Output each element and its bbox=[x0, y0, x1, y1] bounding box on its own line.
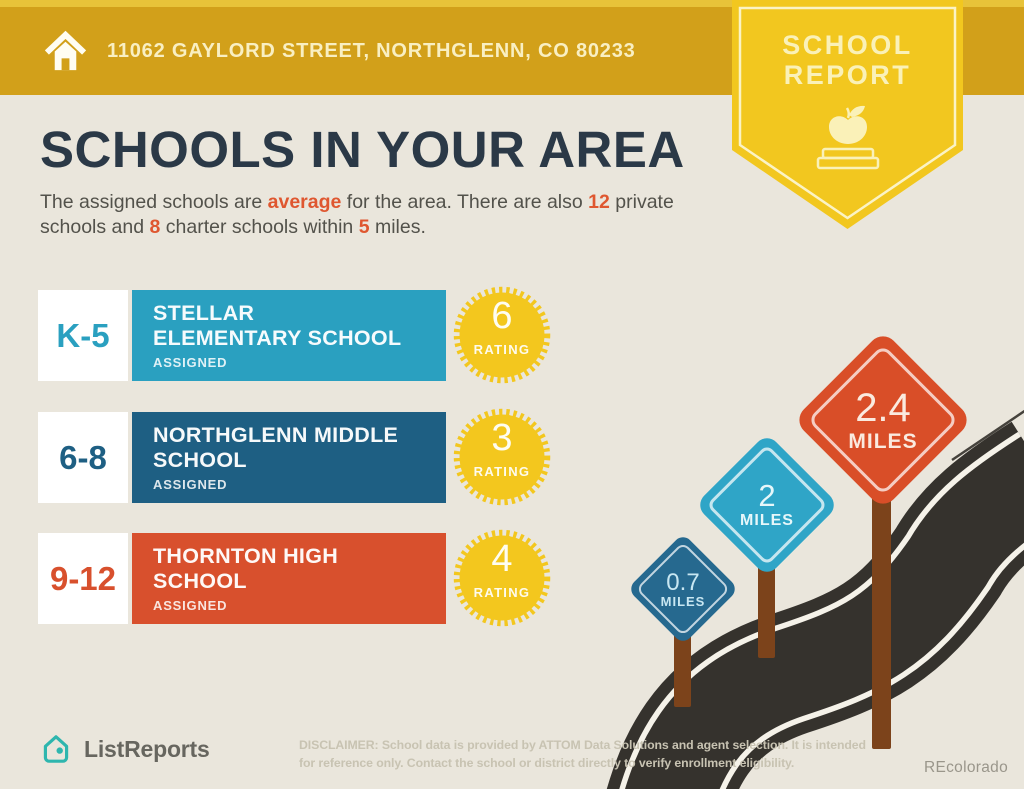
school-bar: STELLAR ELEMENTARY SCHOOL ASSIGNED bbox=[132, 290, 446, 381]
grade-range: K-5 bbox=[38, 290, 128, 381]
distance-unit: MILES bbox=[660, 593, 706, 609]
rating-badge: 4 RATING bbox=[452, 528, 552, 628]
distance-value: 2.4 bbox=[855, 385, 911, 430]
rating-label: RATING bbox=[473, 464, 531, 479]
starburst-icon bbox=[453, 408, 551, 506]
school-name: STELLAR ELEMENTARY SCHOOL bbox=[153, 301, 402, 350]
listreports-house-icon bbox=[43, 735, 69, 763]
recolorado-watermark: REcolorado bbox=[924, 759, 1008, 776]
subtitle-highlight: 5 bbox=[358, 215, 370, 238]
subtitle-text: charter schools within bbox=[160, 215, 359, 238]
sign-post bbox=[872, 452, 891, 749]
sign-label: 0.7 MILES bbox=[660, 568, 706, 609]
school-name: NORTHGLENN MIDDLE SCHOOL bbox=[153, 423, 399, 472]
rating-value: 6 bbox=[491, 295, 513, 337]
assigned-label: ASSIGNED bbox=[153, 354, 228, 370]
distance-value: 0.7 bbox=[666, 568, 700, 596]
ribbon-title-line1: SCHOOL bbox=[782, 30, 913, 60]
distance-sign-middle: 2 MILES bbox=[694, 432, 840, 578]
distance-unit: MILES bbox=[740, 511, 794, 529]
subtitle: The assigned schools are average for the… bbox=[40, 190, 680, 240]
school-row-middle: 6-8 NORTHGLENN MIDDLE SCHOOL ASSIGNED 3 … bbox=[38, 408, 551, 506]
page-title: SCHOOLS IN YOUR AREA bbox=[40, 121, 685, 178]
listreports-logo-text: ListReports bbox=[84, 735, 210, 762]
school-report-ribbon: SCHOOL REPORT bbox=[732, 0, 963, 232]
home-icon bbox=[44, 30, 87, 70]
school-row-elementary: K-5 STELLAR ELEMENTARY SCHOOL ASSIGNED 6… bbox=[38, 286, 551, 384]
disclaimer: DISCLAIMER: School data is provided by A… bbox=[299, 737, 866, 773]
subtitle-text: miles. bbox=[369, 215, 426, 238]
distance-sign-elementary: 0.7 MILES bbox=[627, 533, 739, 645]
sign-label: 2.4 MILES bbox=[848, 387, 917, 453]
ribbon-title-line2: REPORT bbox=[783, 59, 912, 90]
school-name: THORNTON HIGH SCHOOL bbox=[153, 544, 339, 593]
starburst-icon bbox=[453, 529, 551, 627]
rating-badge: 3 RATING bbox=[452, 407, 552, 507]
apple-on-book-icon bbox=[816, 105, 879, 170]
property-address: 11062 GAYLORD STREET, NORTHGLENN, CO 802… bbox=[107, 39, 636, 62]
distance-sign-high: 2.4 MILES bbox=[793, 330, 973, 510]
subtitle-highlight: average bbox=[267, 191, 342, 213]
top-accent-strip bbox=[0, 0, 1024, 7]
distance-value: 2 bbox=[758, 478, 776, 514]
ribbon-title: SCHOOL REPORT bbox=[732, 30, 963, 90]
school-row-high: 9-12 THORNTON HIGH SCHOOL ASSIGNED 4 RAT… bbox=[38, 529, 551, 627]
rating-value: 4 bbox=[491, 538, 513, 580]
assigned-label: ASSIGNED bbox=[153, 476, 228, 492]
school-bar: THORNTON HIGH SCHOOL ASSIGNED bbox=[132, 533, 446, 624]
subtitle-text: The assigned schools are bbox=[40, 191, 268, 213]
rating-badge: 6 RATING bbox=[452, 285, 552, 385]
distance-unit: MILES bbox=[848, 429, 918, 453]
school-bar: NORTHGLENN MIDDLE SCHOOL ASSIGNED bbox=[132, 412, 446, 503]
starburst-icon bbox=[453, 286, 551, 384]
disclaimer-line2: for reference only. Contact the school o… bbox=[299, 755, 795, 770]
subtitle-text: for the area. There are also bbox=[341, 191, 589, 213]
grade-range: 6-8 bbox=[38, 412, 128, 503]
rating-value: 3 bbox=[491, 417, 513, 459]
grade-range: 9-12 bbox=[38, 533, 128, 624]
rating-label: RATING bbox=[473, 585, 531, 600]
disclaimer-line1: DISCLAIMER: School data is provided by A… bbox=[299, 738, 866, 752]
rating-label: RATING bbox=[473, 342, 531, 357]
assigned-label: ASSIGNED bbox=[153, 597, 228, 613]
subtitle-highlight: 8 bbox=[149, 215, 161, 238]
listreports-logo: ListReports bbox=[38, 731, 210, 767]
subtitle-highlight: 12 bbox=[588, 191, 610, 213]
sign-label: 2 MILES bbox=[740, 480, 794, 529]
subtitle-text: private schools and bbox=[40, 191, 674, 238]
